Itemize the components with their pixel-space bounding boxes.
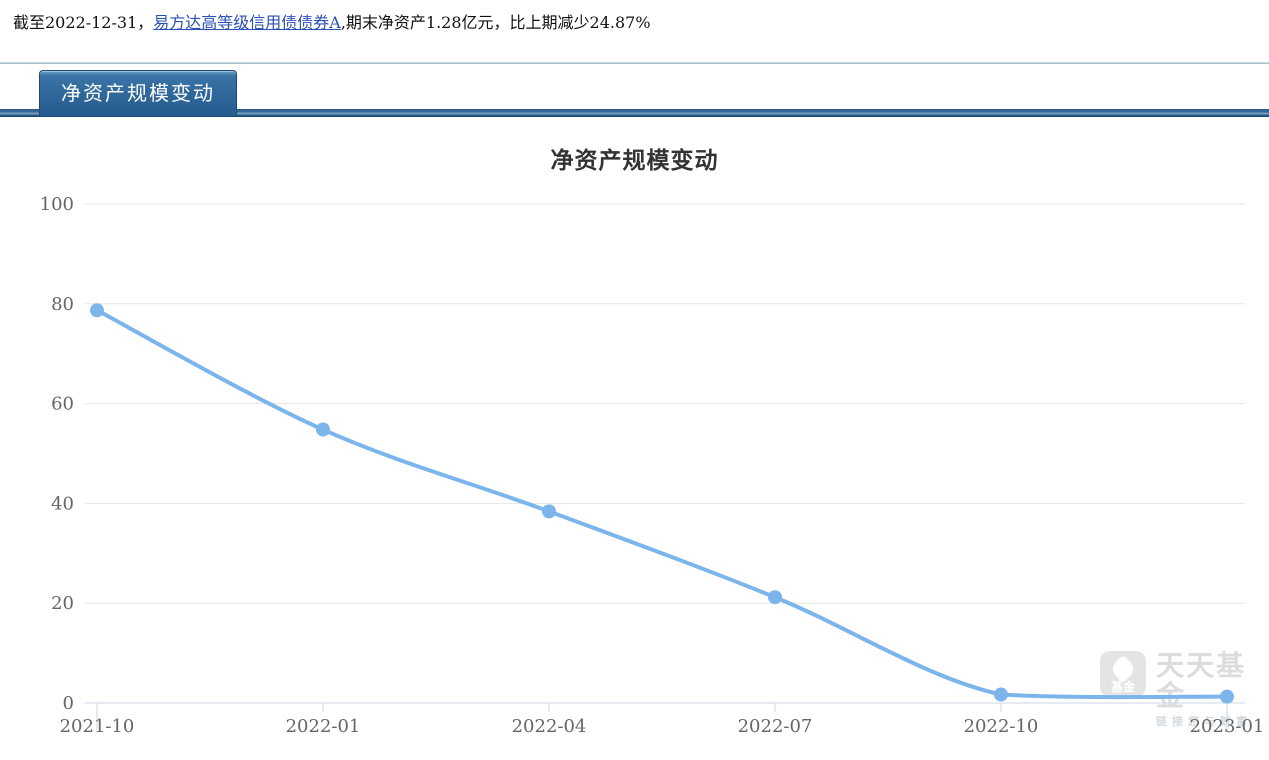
data-point-marker[interactable]: [768, 590, 782, 605]
fund-app-logo-icon: 基金: [1100, 651, 1146, 697]
chart-title: 净资产规模变动: [550, 147, 719, 173]
y-axis-label: 20: [51, 593, 74, 614]
summary-prefix: 截至2022-12-31，: [13, 13, 154, 32]
fund-name-link[interactable]: 易方达高等级信用债债券A: [153, 13, 341, 32]
x-axis-label: 2022-07: [738, 716, 813, 737]
data-point-marker[interactable]: [542, 504, 556, 519]
data-point-marker[interactable]: [90, 303, 104, 318]
watermark-slogan: 链接您与财富: [1156, 716, 1252, 728]
y-axis-label: 40: [51, 493, 74, 514]
x-axis-label: 2022-04: [512, 716, 587, 737]
data-point-marker[interactable]: [1220, 689, 1234, 704]
data-point-marker[interactable]: [316, 422, 330, 437]
summary-text: 截至2022-12-31，易方达高等级信用债债券A,期末净资产1.28亿元，比上…: [13, 9, 651, 33]
y-axis-label: 0: [63, 693, 74, 714]
net-asset-series-line: [95, 308, 1229, 700]
tab-net-asset-change[interactable]: 净资产规模变动: [39, 70, 237, 116]
y-axis-label: 80: [51, 294, 74, 315]
x-axis-label: 2023-01: [1190, 716, 1265, 737]
strip-top-divider: [0, 62, 1269, 64]
logo-caption: 基金: [1110, 680, 1135, 694]
tab-strip: 净资产规模变动: [0, 62, 1269, 120]
strip-bottom-bar: [0, 109, 1269, 117]
x-axis-label: 2022-10: [964, 716, 1039, 737]
watermark: 基金 天天基金 链接您与财富: [1100, 651, 1269, 729]
y-axis-label: 100: [40, 194, 74, 215]
x-axis-label: 2021-10: [60, 716, 135, 737]
summary-detail: ,期末净资产1.28亿元，比上期减少24.87%: [340, 13, 651, 32]
data-point-marker[interactable]: [994, 687, 1008, 702]
x-axis-label: 2022-01: [286, 716, 361, 737]
y-axis-label: 60: [51, 394, 74, 415]
